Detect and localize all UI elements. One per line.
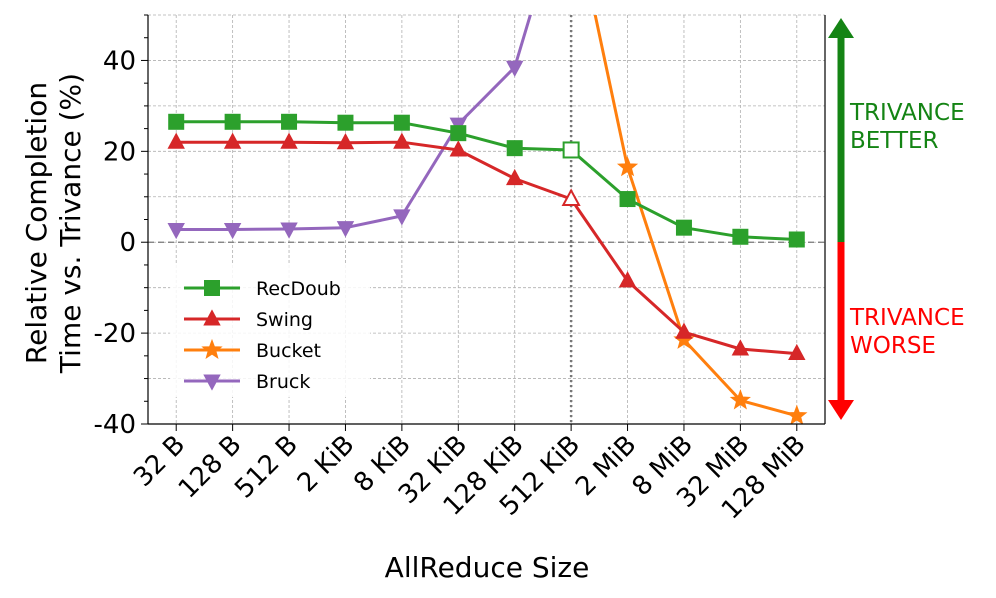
x-axis-title: AllReduce Size	[385, 551, 590, 584]
legend-box	[170, 265, 370, 397]
data-point	[336, 133, 355, 150]
data-point	[167, 132, 185, 149]
y-tick-label: -20	[94, 319, 136, 349]
data-point	[619, 191, 636, 208]
data-point	[393, 114, 410, 131]
y-axis-title-line-1: Relative Completion	[20, 82, 53, 364]
data-point	[281, 113, 298, 130]
data-point	[675, 322, 693, 339]
legend: RecDoub Swing Bucket Bruck	[170, 265, 370, 397]
data-point	[224, 113, 241, 130]
y-tick-labels: -40 -20 0 20 40	[94, 46, 136, 440]
x-tick-label: 512 B	[229, 430, 304, 505]
data-point	[449, 140, 468, 157]
data-point	[786, 404, 808, 424]
x-tick-label: 128 B	[173, 430, 248, 505]
legend-label: Bruck	[256, 371, 310, 393]
data-point	[337, 114, 354, 131]
data-point	[788, 343, 806, 361]
data-point	[618, 271, 637, 288]
y-tick-label: 20	[103, 137, 136, 167]
y-axis-title-line-2: Time vs. Trivance (%)	[54, 73, 87, 374]
series-lines	[167, 15, 808, 424]
data-point	[201, 338, 223, 360]
data-point	[675, 219, 692, 236]
worse-arrow	[828, 242, 854, 420]
series-line-swing	[176, 140, 797, 356]
x-tick-label: 2 KiB	[292, 430, 361, 499]
series-line-bruck	[176, 15, 532, 231]
data-point	[505, 168, 524, 186]
data-point	[729, 389, 751, 410]
data-point	[203, 374, 221, 391]
y-tick-label: 40	[103, 46, 136, 76]
data-point	[167, 222, 185, 240]
data-point	[505, 60, 524, 77]
y-tick-label: 0	[119, 228, 136, 258]
axes	[141, 14, 826, 431]
data-point	[732, 228, 749, 245]
data-point	[561, 188, 581, 207]
data-point	[280, 222, 298, 239]
data-point	[204, 280, 220, 296]
series-layer	[167, 15, 808, 424]
better-arrow	[828, 18, 854, 242]
x-tick-label: 2 MiB	[570, 430, 642, 502]
data-point	[203, 309, 221, 326]
data-point	[280, 132, 298, 149]
data-point	[562, 141, 580, 159]
data-point	[393, 209, 411, 226]
data-point	[168, 113, 185, 130]
series-line-recdoub	[176, 120, 797, 241]
worse-label-line-2: WORSE	[850, 333, 936, 359]
data-point	[506, 140, 523, 157]
data-point	[616, 156, 639, 177]
y-tick-label: -40	[94, 410, 136, 440]
data-point	[731, 339, 750, 356]
legend-label: Swing	[256, 309, 313, 331]
data-point	[450, 125, 467, 142]
data-point	[223, 132, 242, 149]
legend-label: RecDoub	[256, 278, 341, 300]
worse-label-line-1: TRIVANCE	[849, 305, 965, 331]
data-point	[223, 222, 242, 240]
better-label-line-1: TRIVANCE	[849, 100, 965, 126]
reference-lines	[148, 15, 825, 424]
data-point	[393, 132, 411, 149]
legend-label: Bucket	[256, 340, 321, 362]
better-label-line-2: BETTER	[850, 128, 939, 154]
data-point	[336, 221, 355, 238]
data-point	[788, 231, 805, 248]
